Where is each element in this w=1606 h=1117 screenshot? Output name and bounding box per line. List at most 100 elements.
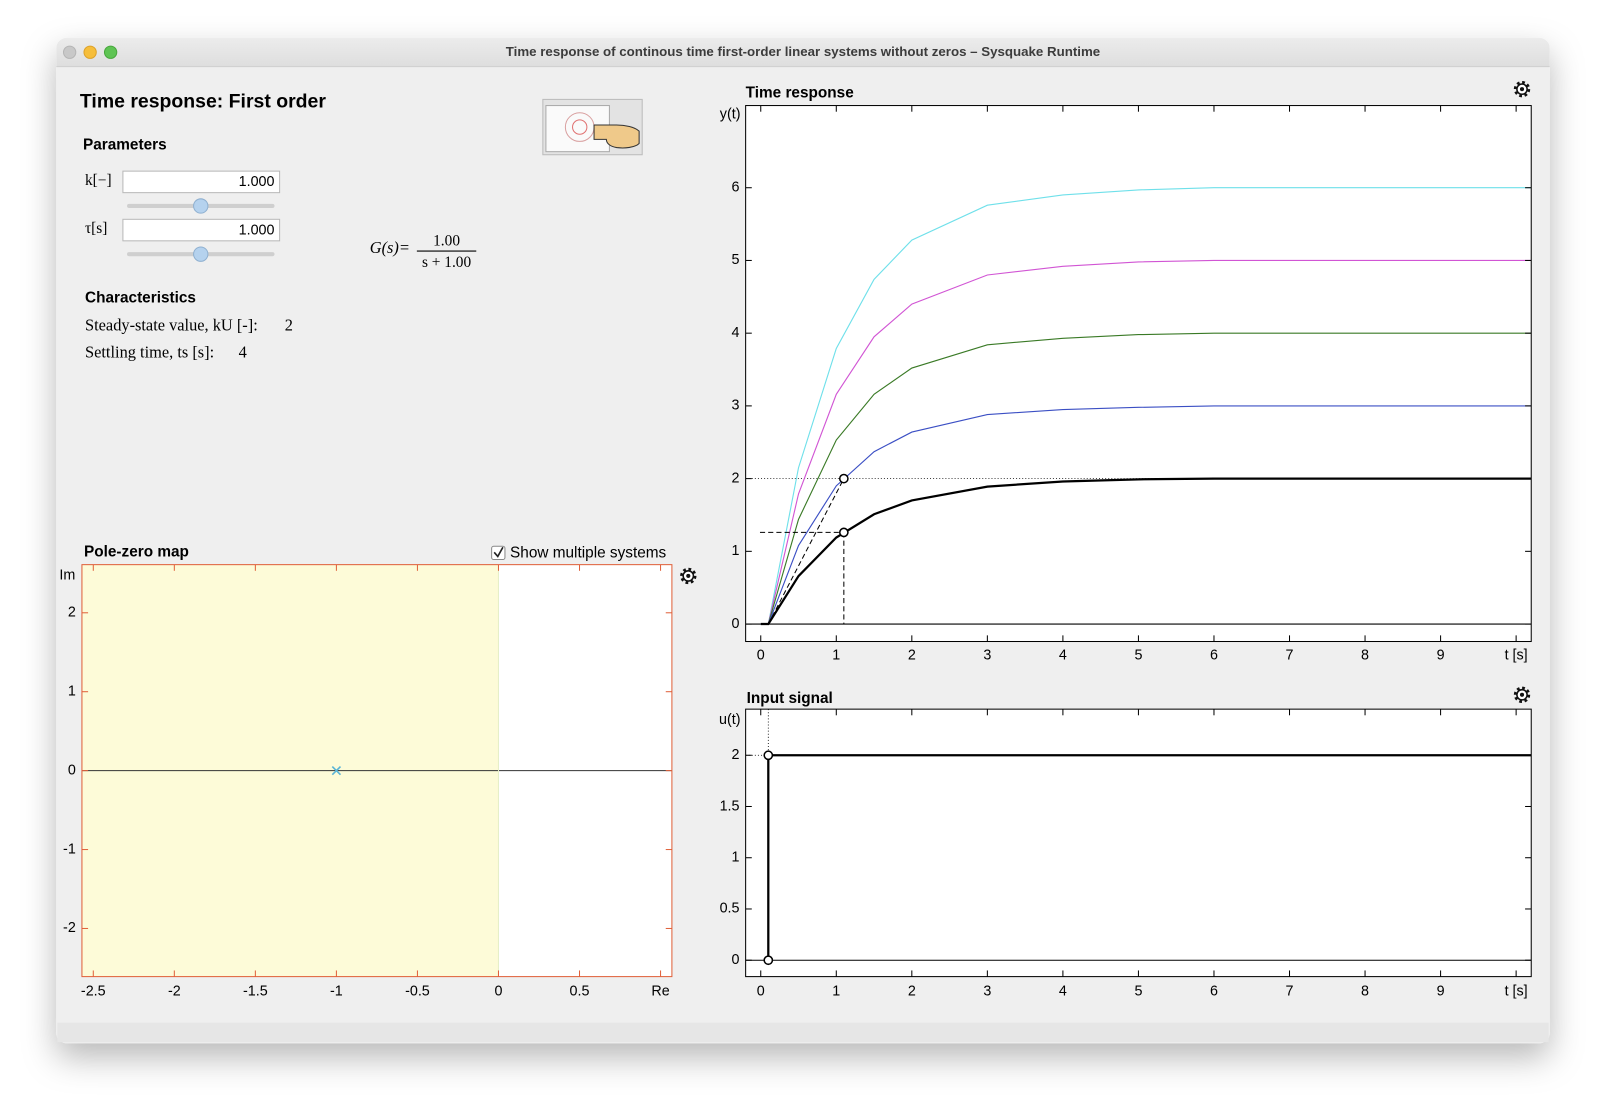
x-tick-label: 7: [1286, 648, 1294, 664]
thumbnail-circle: [572, 119, 588, 135]
x-tick-label: -2: [168, 984, 181, 1000]
y-tick-label: 3: [732, 398, 740, 414]
x-tick-label: 3: [983, 648, 991, 664]
y-tick-label: 2: [68, 605, 76, 621]
checkbox-check: [493, 546, 504, 558]
param-label: τ[s]: [85, 220, 107, 237]
thumbnail[interactable]: [542, 98, 643, 156]
tf-lhs: G(s)=: [370, 238, 410, 257]
y-tick-label: 2: [732, 747, 740, 763]
series-line: [760, 405, 1532, 625]
x-tick-label: 4: [1059, 984, 1067, 1000]
x-tick-label: 7: [1286, 984, 1294, 1000]
y-axis-label: Im: [59, 568, 75, 584]
status-bar: [57, 1022, 1549, 1043]
thumbnail-hand: [593, 124, 640, 149]
y-tick-label: 1: [732, 543, 740, 559]
x-tick-label: -1.5: [243, 984, 268, 1000]
y-tick-label: 1.5: [720, 798, 740, 814]
param-value: 1.000: [239, 174, 275, 190]
y-tick-label: 2: [732, 470, 740, 486]
x-tick-label: 6: [1210, 984, 1218, 1000]
x-tick-label: 8: [1361, 648, 1369, 664]
checkbox-label[interactable]: Show multiple systems: [510, 544, 666, 561]
x-tick-label: -1: [330, 984, 343, 1000]
characteristics-heading: Characteristics: [85, 289, 196, 306]
y-tick-label: 0: [732, 952, 740, 968]
series-line: [760, 477, 1532, 626]
plot-area: [745, 709, 1532, 977]
x-tick-label: 0.5: [570, 984, 590, 1000]
y-axis-label: y(t): [720, 107, 741, 123]
tf-numerator: 1.00: [433, 232, 460, 249]
x-tick-label: Re: [651, 984, 669, 1000]
settings-gear[interactable]: [1513, 80, 1531, 98]
characteristic-value: 4: [239, 342, 247, 361]
y-tick-label: -1: [63, 841, 76, 857]
characteristic-value: 2: [285, 316, 293, 335]
window-title: Time response of continous time first-or…: [506, 44, 1100, 59]
slider-knob[interactable]: [193, 198, 209, 214]
tangent-line: [767, 478, 845, 625]
point-marker: [763, 955, 774, 966]
x-tick-label: 4: [1059, 648, 1067, 664]
x-tick-label: 5: [1134, 984, 1142, 1000]
x-tick-label: t [s]: [1505, 984, 1528, 1000]
chart-title: Time response: [746, 84, 855, 101]
chart-title: Pole-zero map: [84, 543, 189, 560]
settings-gear[interactable]: [680, 567, 697, 585]
parameters-heading: Parameters: [83, 137, 167, 154]
panel-title: Time response: First order: [80, 91, 326, 113]
x-tick-label: 0: [757, 648, 765, 664]
x-tick-label: t [s]: [1505, 648, 1528, 664]
x-tick-label: 2: [908, 648, 916, 664]
y-tick-label: 6: [732, 180, 740, 196]
param-input[interactable]: [122, 218, 281, 242]
param-input[interactable]: [122, 170, 281, 194]
y-axis-label: u(t): [719, 712, 740, 728]
slider-knob[interactable]: [193, 246, 209, 262]
series-line: [760, 259, 1532, 625]
x-tick-label: -0.5: [405, 984, 430, 1000]
y-tick-label: 0: [732, 616, 740, 632]
y-tick-label: 4: [732, 325, 740, 341]
x-tick-label: 8: [1361, 984, 1369, 1000]
y-tick-label: 5: [732, 252, 740, 268]
y-tick-label: 0.5: [720, 901, 740, 917]
y-tick-label: -2: [63, 920, 76, 936]
x-tick-label: 5: [1134, 648, 1142, 664]
characteristic-label: Settling time, ts [s]:: [85, 342, 214, 361]
y-tick-label: 1: [68, 683, 76, 699]
x-tick-label: -2.5: [81, 984, 106, 1000]
chart-title: Input signal: [747, 690, 833, 707]
series-line: [760, 332, 1532, 625]
y-tick-label: 0: [68, 762, 76, 778]
x-tick-label: 2: [908, 984, 916, 1000]
x-tick-label: 0: [494, 984, 502, 1000]
x-tick-label: 9: [1437, 984, 1445, 1000]
characteristic-label: Steady-state value, kU [-]:: [85, 316, 258, 335]
x-tick-label: 3: [983, 984, 991, 1000]
x-tick-label: 0: [757, 984, 765, 1000]
param-value: 1.000: [239, 222, 275, 238]
y-tick-label: 1: [732, 850, 740, 866]
x-tick-label: 9: [1437, 648, 1445, 664]
x-tick-label: 6: [1210, 648, 1218, 664]
plot-area: [745, 105, 1532, 642]
minimize-button[interactable]: [83, 45, 97, 59]
settings-gear[interactable]: [1513, 686, 1531, 703]
close-button[interactable]: [62, 45, 77, 59]
tf-denominator: s + 1.00: [422, 254, 472, 271]
zoom-button[interactable]: [103, 45, 118, 59]
param-label: k[−]: [85, 172, 112, 189]
point-marker: [763, 750, 774, 761]
pole-marker: [331, 765, 342, 776]
title-bar: [56, 37, 1550, 67]
x-tick-label: 1: [832, 984, 840, 1000]
point-marker: [838, 473, 849, 484]
series-line: [760, 187, 1532, 625]
x-tick-label: 1: [832, 648, 840, 664]
point-marker: [838, 527, 849, 538]
